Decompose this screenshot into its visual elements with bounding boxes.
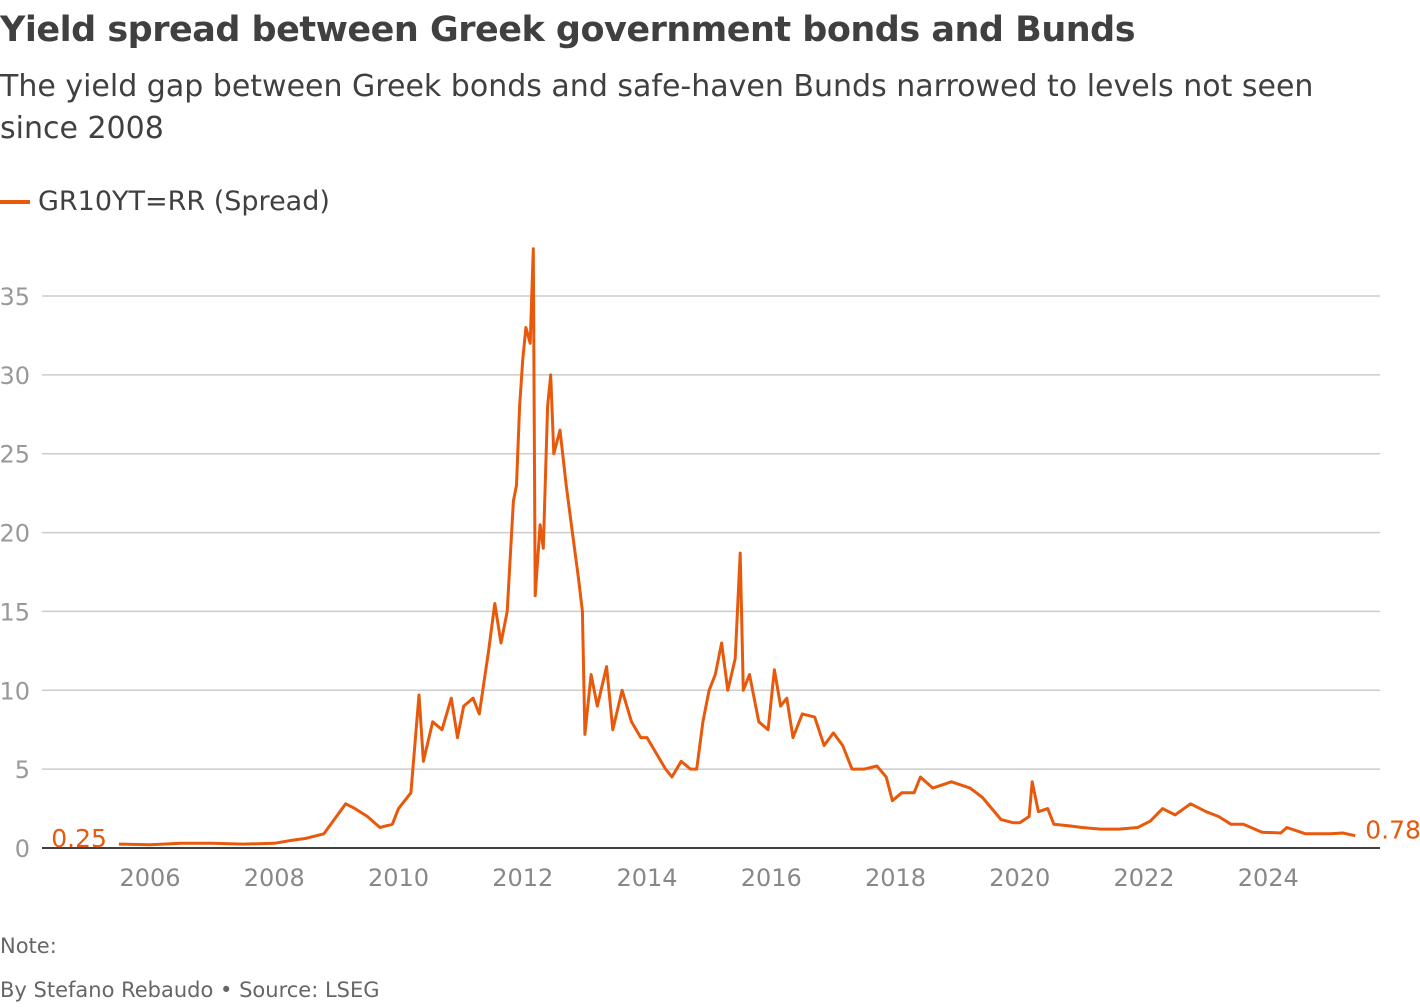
y-tick-label: 25	[0, 441, 30, 469]
legend: GR10YT=RR (Spread)	[0, 186, 330, 217]
note: Note:	[0, 934, 57, 958]
x-tick-label: 2014	[616, 864, 677, 892]
source-credit: By Stefano Rebaudo • Source: LSEG	[0, 978, 380, 1002]
end-value-label: 0.78	[1365, 816, 1420, 845]
legend-swatch	[0, 199, 30, 204]
x-tick-label: 2008	[244, 864, 305, 892]
y-tick-label: 5	[15, 756, 30, 784]
y-tick-label: 10	[0, 677, 30, 705]
chart-subtitle: The yield gap between Greek bonds and sa…	[0, 69, 1314, 146]
x-tick-label: 2010	[368, 864, 429, 892]
x-tick-label: 2020	[989, 864, 1050, 892]
x-tick-label: 2012	[492, 864, 553, 892]
x-tick-label: 2018	[865, 864, 926, 892]
y-tick-label: 30	[0, 362, 30, 390]
y-tick-label: 15	[0, 598, 30, 626]
series-line	[118, 247, 1356, 847]
x-tick-label: 2006	[119, 864, 180, 892]
y-tick-label: 0	[15, 835, 30, 863]
chart-title: Yield spread between Greek government bo…	[0, 10, 1136, 50]
y-tick-label: 35	[0, 283, 30, 311]
legend-label: GR10YT=RR (Spread)	[38, 186, 330, 217]
x-tick-label: 2024	[1238, 864, 1299, 892]
start-value-label: 0.25	[51, 824, 107, 853]
x-tick-label: 2016	[741, 864, 802, 892]
y-tick-label: 20	[0, 520, 30, 548]
x-tick-label: 2022	[1113, 864, 1174, 892]
